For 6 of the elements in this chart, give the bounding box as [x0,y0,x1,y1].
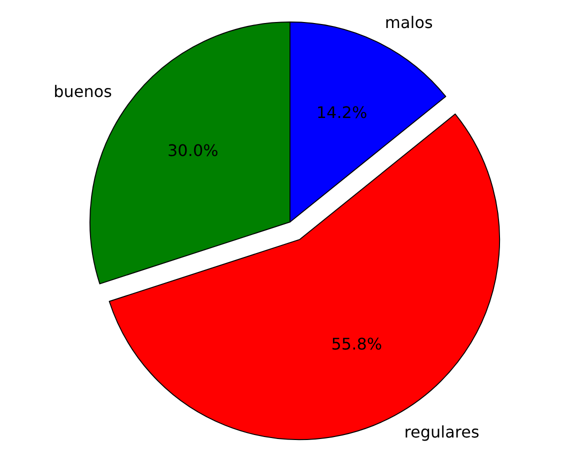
slice-label: buenos [54,82,112,102]
slice-label: malos [384,12,433,32]
data-label: 30.0% [168,140,218,160]
data-label: 55.8% [331,334,382,354]
slice-label: regulares [404,422,480,442]
data-label: 14.2% [316,103,368,122]
